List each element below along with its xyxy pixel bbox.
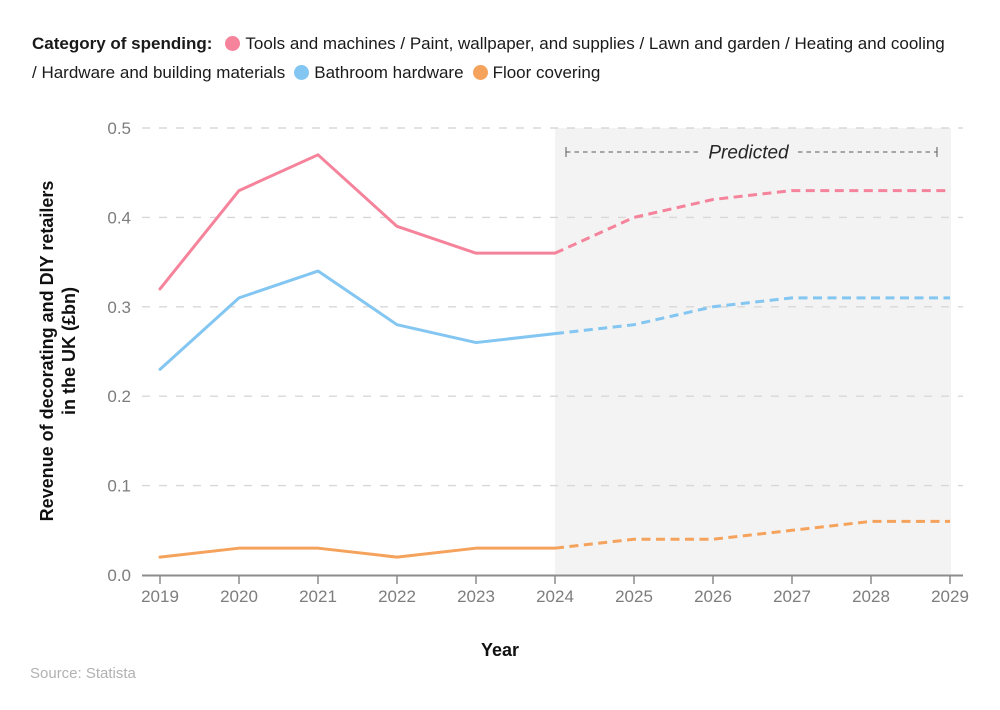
series-0-line-predicted [554,189,950,255]
x-tick-label: 2025 [615,587,653,606]
x-tick-label: 2019 [141,587,179,606]
series-bathroom-swatch-icon [294,65,310,80]
series-tools-swatch-icon [225,36,241,51]
series-1-line-predicted [554,296,950,336]
x-axis-title: Year [480,640,520,660]
series-floor-swatch-icon [472,65,488,80]
series-2-line-solid [158,546,557,559]
x-tick-label: 2021 [299,587,337,606]
legend-item-label: Tools and machines / Paint, wallpaper, a… [32,34,945,82]
x-tick-label: 2020 [220,587,258,606]
y-axis-title-line: in the UK (£bn) [59,287,79,415]
y-tick-label: 0.0 [107,566,131,585]
x-tick-label: 2028 [852,587,890,606]
x-tick-label: 2027 [773,587,811,606]
series-1-line-solid [158,269,557,371]
source-credit: Source: Statista [30,665,136,682]
y-axis-title-line: Revenue of decorating and DIY retailers [37,180,57,522]
legend-item-label: Bathroom hardware [314,63,464,82]
legend-item-floor-covering: Floor covering [472,63,601,82]
x-tick-label: 2024 [536,587,574,606]
x-tick-label: 2029 [931,587,969,606]
series-2-line-predicted [554,519,950,550]
legend: Category of spending: Tools and machines … [32,29,948,87]
predicted-region [555,128,951,575]
y-tick-label: 0.2 [107,387,131,406]
legend-item-label: Floor covering [492,63,601,82]
x-tick-label: 2022 [378,587,416,606]
legend-item-bathroom-hardware: Bathroom hardware [294,63,464,82]
y-axis-title: Revenue of decorating and DIY retailers … [36,121,80,581]
x-tick-label: 2023 [457,587,495,606]
y-tick-label: 0.3 [107,298,131,317]
series-0-line-solid [158,153,557,291]
legend-item-tools-and-machines: Tools and machines / Paint, wallpaper, a… [32,34,945,82]
y-tick-label: 0.4 [107,208,131,227]
y-tick-label: 0.1 [107,477,131,496]
x-tick-label: 2026 [694,587,732,606]
predicted-label: Predicted [708,143,790,164]
legend-title: Category of spending: [32,34,213,53]
y-tick-label: 0.5 [107,119,131,138]
